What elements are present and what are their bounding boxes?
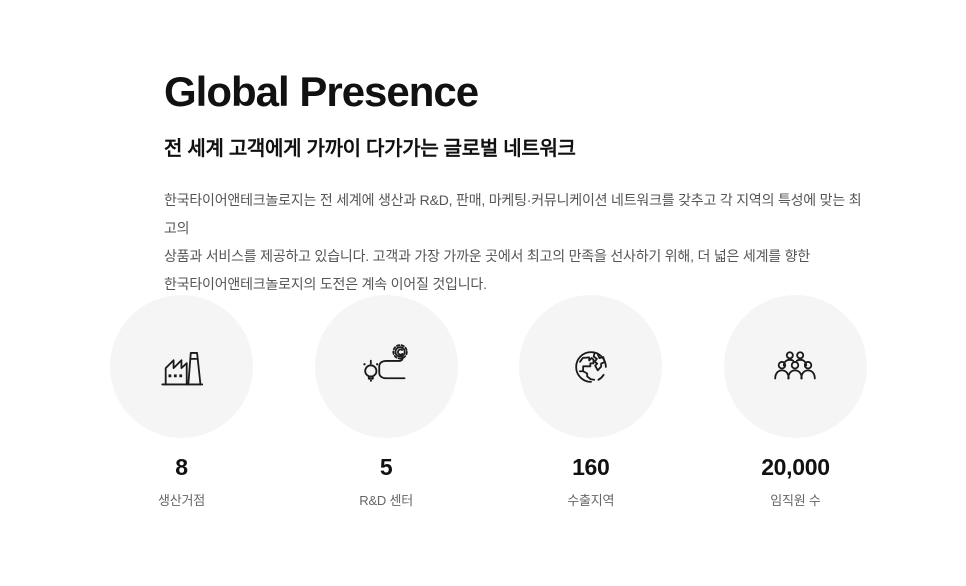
stat-circle [723,295,867,438]
stat-label: 생산거점 [157,493,206,508]
stat-value: 160 [572,454,610,480]
section-description: 한국타이어앤테크놀로지는 전 세계에 생산과 R&D, 판매, 마케팅·커뮤니케… [164,192,862,292]
globe-icon [575,350,607,383]
idea-gear-icon [363,343,408,382]
stat-card-export-regions: 160 수출지역 [519,295,663,509]
stat-circle [314,295,458,438]
page-title: Global Presence [164,68,479,115]
stat-label: R&D 센터 [359,493,414,508]
section-subtitle: 전 세계 고객에게 가까이 다가가는 글로벌 네트워크 [164,138,576,160]
stat-circle [519,295,663,438]
stat-card-rnd-centers: 5 R&D 센터 [314,295,458,509]
people-icon [774,350,817,379]
stat-card-production-sites: 8 생산거점 [110,295,253,509]
stat-label: 수출지역 [567,493,615,508]
stat-label: 임직원 수 [770,493,821,508]
stats-row: 8 생산거점 5 R&D 센터 [110,295,867,509]
stat-value: 20,000 [761,454,830,480]
factory-icon [160,351,203,385]
stat-value: 5 [379,454,393,480]
stat-card-employees: 20,000 임직원 수 [723,295,867,509]
stat-circle [110,295,253,438]
stat-value: 8 [175,454,188,480]
